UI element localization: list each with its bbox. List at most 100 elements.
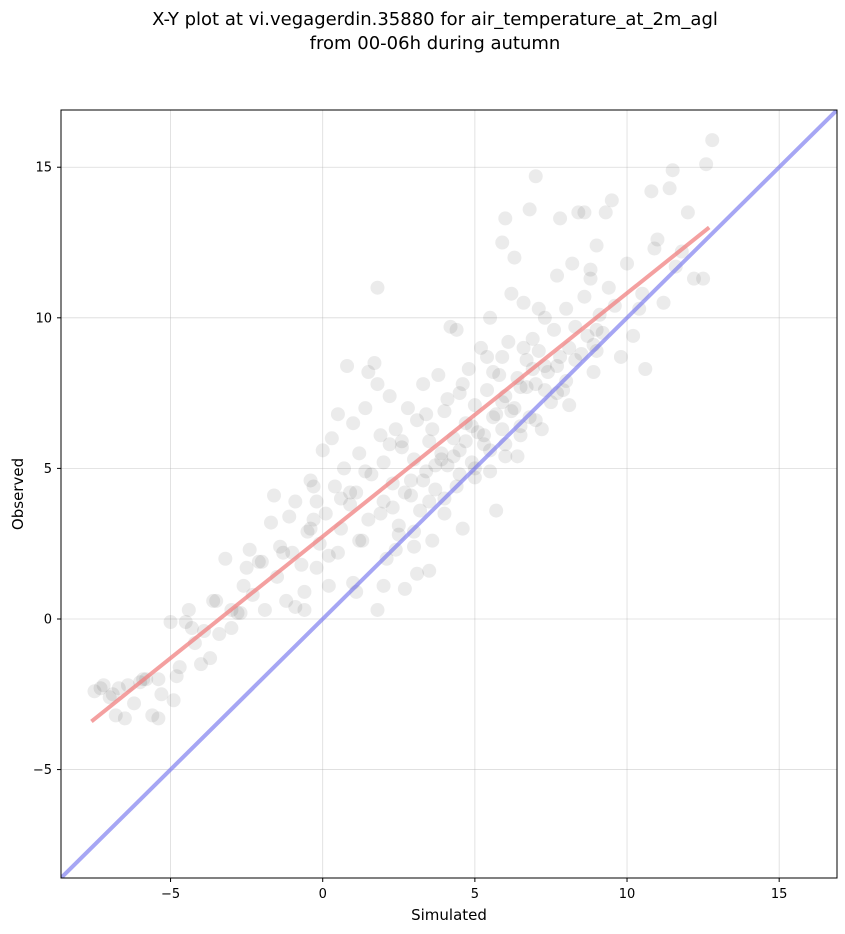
data-point xyxy=(583,262,598,277)
data-point xyxy=(498,449,513,464)
data-point xyxy=(346,416,361,431)
data-point xyxy=(327,479,342,494)
data-point xyxy=(647,241,662,256)
data-point xyxy=(470,425,485,440)
data-point xyxy=(376,494,391,509)
y-axis-ticks: −5 0 5 10 15 xyxy=(33,161,61,778)
data-point xyxy=(638,362,653,377)
data-point xyxy=(422,563,437,578)
data-point xyxy=(352,533,367,548)
data-point xyxy=(410,413,425,428)
data-point xyxy=(93,681,108,696)
data-point xyxy=(586,365,601,380)
data-points xyxy=(87,133,720,726)
data-point xyxy=(273,539,288,554)
data-point xyxy=(580,328,595,343)
data-point xyxy=(151,672,166,687)
data-point xyxy=(297,602,312,617)
data-point xyxy=(303,473,318,488)
data-point xyxy=(330,545,345,560)
chart-title: X-Y plot at vi.vegagerdin.35880 for air_… xyxy=(0,8,845,56)
data-point xyxy=(300,524,315,539)
data-point xyxy=(446,449,461,464)
data-point xyxy=(127,696,142,711)
data-point xyxy=(525,331,540,346)
data-point xyxy=(193,657,208,672)
data-point xyxy=(178,615,193,629)
data-point xyxy=(437,506,452,521)
data-point xyxy=(613,349,628,364)
y-tick-label: 15 xyxy=(35,161,52,176)
data-point xyxy=(680,205,695,220)
data-point xyxy=(650,232,665,247)
data-point xyxy=(212,627,227,642)
data-point xyxy=(206,593,221,608)
data-point xyxy=(428,458,443,473)
data-point xyxy=(458,434,473,449)
data-point xyxy=(495,395,510,410)
data-point xyxy=(385,500,400,515)
data-point xyxy=(394,440,409,455)
data-point xyxy=(410,566,425,581)
y-tick-label: −5 xyxy=(33,763,52,778)
x-tick-label: −5 xyxy=(161,887,180,902)
data-point xyxy=(422,494,437,509)
data-point xyxy=(288,494,303,509)
y-tick-label: 5 xyxy=(44,462,52,477)
data-point xyxy=(267,488,282,503)
data-point xyxy=(108,708,123,723)
grid-lines xyxy=(61,110,837,878)
data-point xyxy=(361,512,376,527)
data-point xyxy=(184,621,199,636)
data-point xyxy=(632,301,647,316)
y-tick-label: 10 xyxy=(35,311,52,326)
data-point xyxy=(288,599,303,614)
data-point xyxy=(553,349,568,364)
data-point xyxy=(464,419,479,434)
data-point xyxy=(388,422,403,437)
data-point xyxy=(400,401,415,416)
data-point xyxy=(163,615,178,629)
data-point xyxy=(443,319,458,334)
data-point xyxy=(495,349,510,364)
data-point xyxy=(172,660,187,675)
data-point xyxy=(358,464,373,479)
data-point xyxy=(507,401,522,416)
data-point xyxy=(644,184,659,199)
data-point xyxy=(531,301,546,316)
data-point xyxy=(391,518,406,533)
data-point xyxy=(486,365,501,380)
data-point xyxy=(145,708,160,723)
data-point xyxy=(416,377,431,392)
data-point xyxy=(495,235,510,250)
data-point xyxy=(233,605,248,620)
data-point xyxy=(257,602,272,617)
data-point xyxy=(486,410,501,425)
data-point xyxy=(376,455,391,470)
chart-title-line-2: from 00-06h during autumn xyxy=(309,33,561,54)
data-point xyxy=(489,503,504,518)
data-point xyxy=(87,684,102,699)
data-point xyxy=(370,377,385,392)
data-point xyxy=(577,289,592,304)
data-point xyxy=(656,295,671,310)
data-point xyxy=(665,163,680,178)
data-point xyxy=(403,488,418,503)
data-point xyxy=(550,359,565,373)
data-point xyxy=(461,362,476,377)
data-point xyxy=(434,446,449,461)
data-point xyxy=(534,422,549,437)
data-point xyxy=(565,256,580,271)
data-point xyxy=(483,310,498,325)
data-point xyxy=(343,485,358,500)
data-point xyxy=(519,352,534,367)
data-point xyxy=(309,494,324,509)
data-point xyxy=(388,542,403,557)
data-point xyxy=(294,557,309,572)
data-point xyxy=(437,404,452,419)
data-point xyxy=(218,551,233,566)
data-point xyxy=(254,554,269,569)
data-point xyxy=(449,322,464,337)
data-point xyxy=(315,443,330,458)
data-point xyxy=(571,205,586,220)
